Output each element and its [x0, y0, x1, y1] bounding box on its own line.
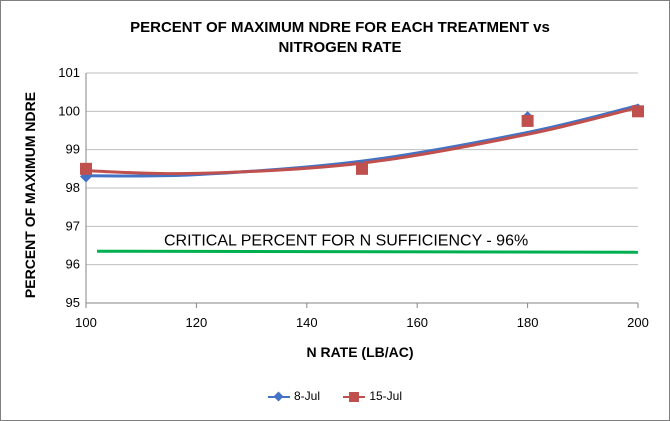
y-tick-label: 95 [66, 295, 80, 310]
critical-reference-line [97, 249, 639, 254]
y-tick-label: 98 [66, 180, 80, 195]
legend-label-8-jul: 8-Jul [293, 388, 320, 403]
x-tick-label: 120 [186, 315, 208, 330]
x-tick-label: 140 [296, 315, 318, 330]
legend: 8-Jul 15-Jul [0, 388, 670, 403]
critical-reference-label: CRITICAL PERCENT FOR N SUFFICIENCY - 96% [164, 232, 528, 249]
y-tick-label: 100 [58, 103, 80, 118]
chart-title-line2: NITROGEN RATE [278, 39, 402, 56]
square-marker-icon [343, 391, 366, 402]
x-tick-label: 100 [75, 315, 97, 330]
x-tick-label: 180 [517, 315, 539, 330]
diamond-marker-icon [267, 391, 290, 402]
y-tick-label: 97 [66, 218, 80, 233]
y-tick-label: 101 [58, 65, 80, 80]
data-point-square [632, 105, 644, 118]
data-point-square [521, 114, 534, 127]
chart-title: PERCENT OF MAXIMUM NDRE FOR EACH TREATME… [130, 19, 550, 36]
legend-label-15-jul: 15-Jul [369, 388, 403, 403]
data-point-square [80, 162, 92, 175]
x-tick-label: 160 [406, 315, 428, 330]
x-axis-label: N RATE (LB/AC) [306, 344, 414, 360]
x-tick-label: 200 [627, 315, 649, 330]
y-tick-label: 99 [66, 142, 80, 157]
data-point-square [356, 162, 368, 175]
legend-item-15-jul: 15-Jul [343, 389, 402, 403]
y-tick-label: 96 [66, 257, 80, 272]
legend-item-8-jul: 8-Jul [267, 388, 320, 403]
